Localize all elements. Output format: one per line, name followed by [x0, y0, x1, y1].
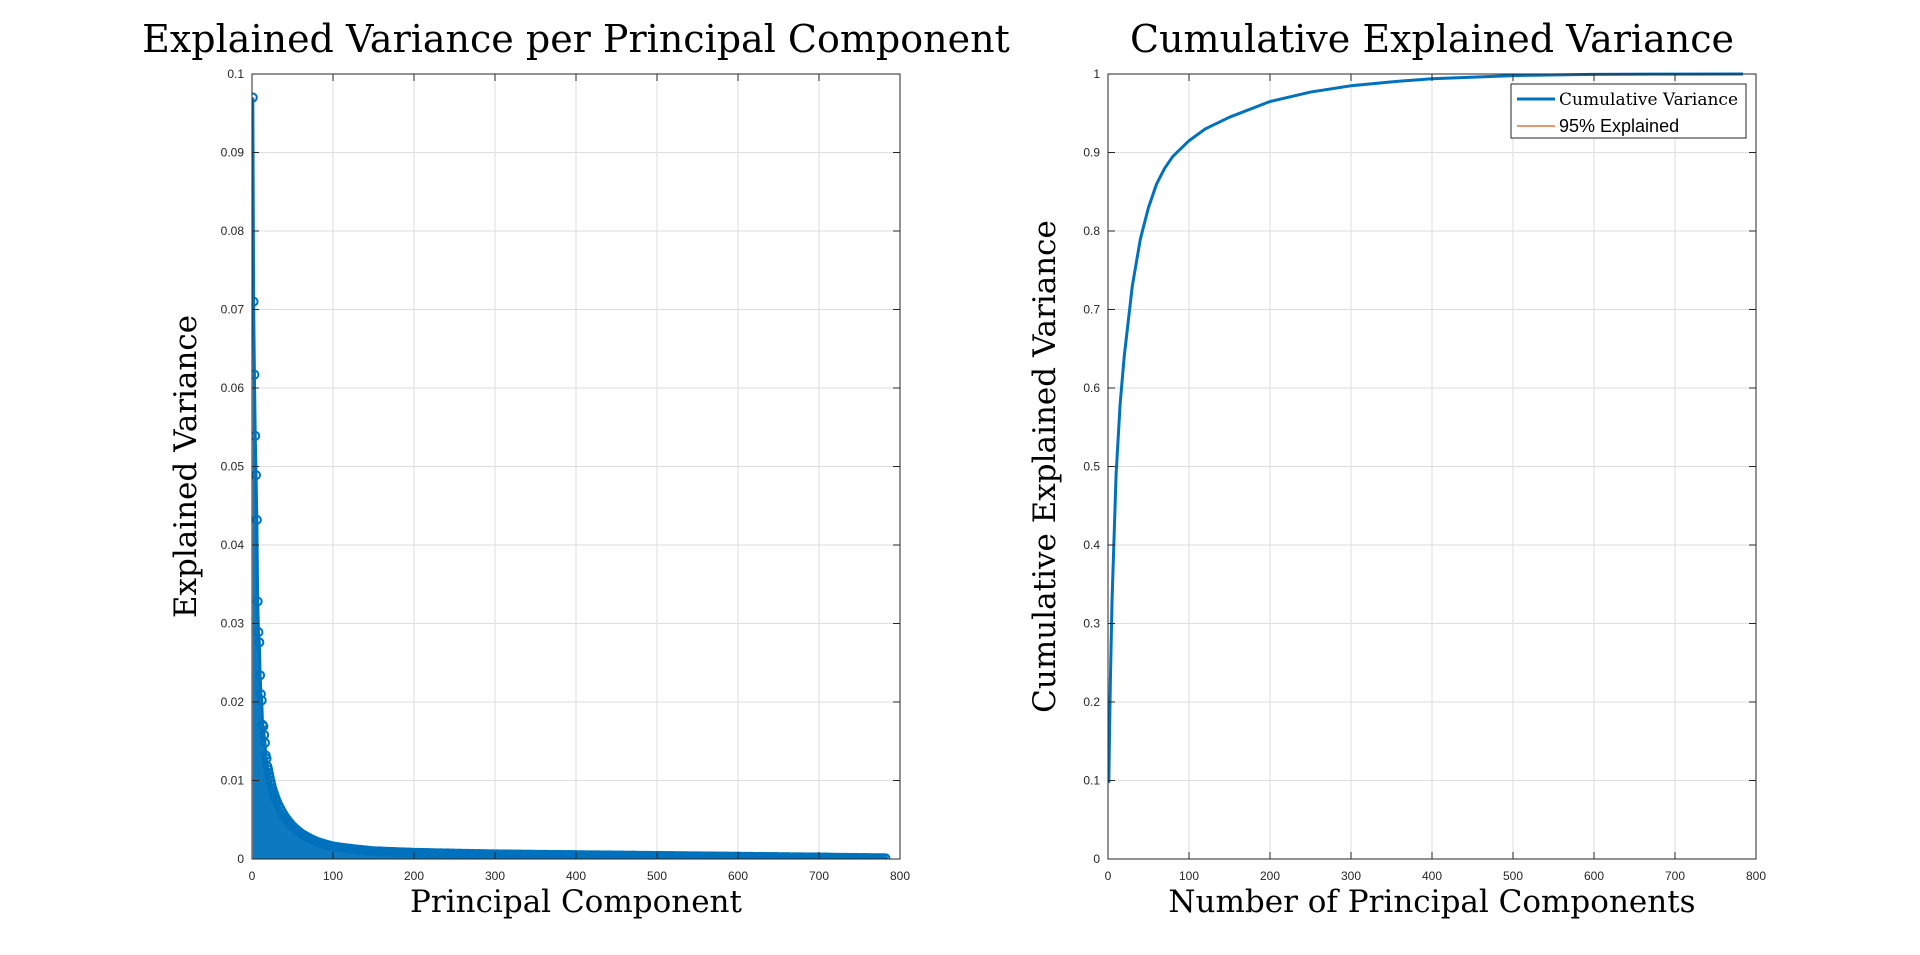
legend-label-2: 95% Explained [1559, 116, 1679, 136]
x-tick-label: 200 [404, 869, 424, 883]
data-point [255, 670, 266, 681]
y-tick-label: 0 [237, 852, 244, 866]
data-point [880, 853, 891, 859]
y-tick-label: 0.03 [221, 617, 245, 631]
chart-2: 0 100 200 300 400 500 600 700 800 0 0.1 0.2 0.3 0.4 0.… [1027, 17, 1766, 920]
y-tick-label: 0.07 [221, 303, 245, 317]
y-tick-label: 0.8 [1083, 224, 1100, 238]
y-tick-label: 0.4 [1083, 538, 1100, 552]
legend-label-1: Cumulative Variance [1559, 90, 1738, 110]
chart-title: Explained Variance per Principal Compone… [142, 17, 1010, 61]
y-tick-label: 1 [1093, 67, 1100, 81]
x-axis-label: Number of Principal Components [1168, 884, 1695, 920]
series-group [252, 92, 891, 859]
data-point [252, 92, 258, 103]
x-tick-label: 400 [566, 869, 586, 883]
y-tick-label: 0.3 [1083, 617, 1100, 631]
y-tick-label: 0.06 [221, 381, 245, 395]
legend: Cumulative Variance 95% Explained [1510, 83, 1747, 139]
x-tick-label: 600 [1584, 869, 1604, 883]
x-tick-label: 300 [485, 869, 505, 883]
data-point [252, 296, 259, 307]
y-tick-label: 0.04 [221, 538, 245, 552]
y-tick-label: 0.9 [1083, 146, 1100, 160]
x-tick-label: 100 [1179, 869, 1199, 883]
y-tick-label: 0.5 [1083, 460, 1100, 474]
x-tick-label: 800 [1746, 869, 1766, 883]
data-point [256, 695, 267, 706]
y-tick-label: 0.01 [221, 774, 245, 788]
x-tick-label: 400 [1422, 869, 1442, 883]
x-tick-label: 0 [1105, 869, 1112, 883]
y-tick-label: 0 [1093, 852, 1100, 866]
y-tick-label: 0.1 [1083, 774, 1100, 788]
chart-1: 0 100 200 300 400 500 600 700 800 0 0.01 0.02 0.03 0.… [142, 17, 1010, 920]
y-tick-label: 0.6 [1083, 381, 1100, 395]
data-point [252, 596, 263, 607]
data-point [253, 627, 264, 638]
x-tick-label: 700 [1665, 869, 1685, 883]
x-axis-label: Principal Component [410, 884, 742, 920]
y-tick-label: 0.05 [221, 460, 245, 474]
x-tick-label: 0 [249, 869, 256, 883]
y-tick-label: 0.08 [221, 224, 245, 238]
x-tick-label: 700 [809, 869, 829, 883]
data-point [254, 637, 265, 648]
data-point [259, 737, 270, 748]
data-point [252, 514, 262, 525]
x-tick-label: 500 [1503, 869, 1523, 883]
y-tick-label: 0.1 [227, 67, 244, 81]
data-point [252, 369, 260, 380]
chart-title: Cumulative Explained Variance [1130, 17, 1734, 61]
y-tick-label: 0.2 [1083, 695, 1100, 709]
y-axis-label: Cumulative Explained Variance [1027, 220, 1063, 713]
y-tick-label: 0.7 [1083, 303, 1100, 317]
y-tick-label: 0.09 [221, 146, 245, 160]
data-point [255, 689, 266, 700]
y-tick-label: 0.02 [221, 695, 245, 709]
x-tick-label: 800 [890, 869, 910, 883]
y-axis-label: Explained Variance [168, 315, 204, 618]
x-tick-label: 200 [1260, 869, 1280, 883]
x-tick-label: 300 [1341, 869, 1361, 883]
x-tick-label: 100 [323, 869, 343, 883]
x-tick-label: 500 [647, 869, 667, 883]
x-tick-label: 600 [728, 869, 748, 883]
data-point [252, 430, 261, 441]
legend-box [1510, 83, 1747, 139]
